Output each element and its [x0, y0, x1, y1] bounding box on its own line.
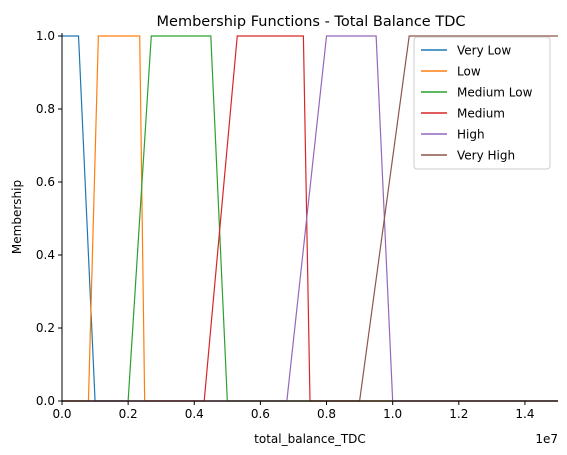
chart-title: Membership Functions - Total Balance TDC	[157, 14, 466, 30]
y-tick-label: 0.6	[36, 175, 55, 189]
legend-label-medium-low: Medium Low	[457, 86, 533, 100]
legend-label-high: High	[457, 128, 485, 142]
y-ticks: 0.0 0.2 0.4 0.6 0.8 1.0	[36, 29, 62, 408]
y-tick-label: 1.0	[36, 29, 55, 43]
x-axis-label: total_balance_TDC	[254, 432, 366, 446]
x-tick-label: 0.8	[317, 407, 336, 421]
legend-label-very-high: Very High	[457, 149, 515, 163]
x-ticks: 0.0 0.2 0.4 0.6 0.8 1.0 1.2 1.4	[52, 401, 534, 421]
x-tick-label: 0.0	[52, 407, 71, 421]
legend-label-medium: Medium	[457, 107, 505, 121]
x-tick-label: 1.0	[383, 407, 402, 421]
x-axis-multiplier: 1e7	[535, 432, 558, 446]
x-tick-label: 0.6	[251, 407, 270, 421]
legend-label-very-low: Very Low	[457, 44, 511, 58]
x-tick-label: 1.4	[515, 407, 534, 421]
y-tick-label: 0.0	[36, 394, 55, 408]
y-tick-label: 0.8	[36, 102, 55, 116]
x-tick-label: 1.2	[449, 407, 468, 421]
legend-label-low: Low	[457, 65, 481, 79]
y-axis-label: Membership	[10, 180, 24, 254]
x-tick-label: 0.4	[185, 407, 204, 421]
x-tick-label: 0.2	[119, 407, 138, 421]
legend: Very Low Low Medium Low Medium High Very High	[413, 36, 551, 170]
axes	[61, 33, 558, 402]
y-tick-label: 0.2	[36, 321, 55, 335]
legend-frame	[413, 36, 551, 170]
y-tick-label: 0.4	[36, 248, 55, 262]
